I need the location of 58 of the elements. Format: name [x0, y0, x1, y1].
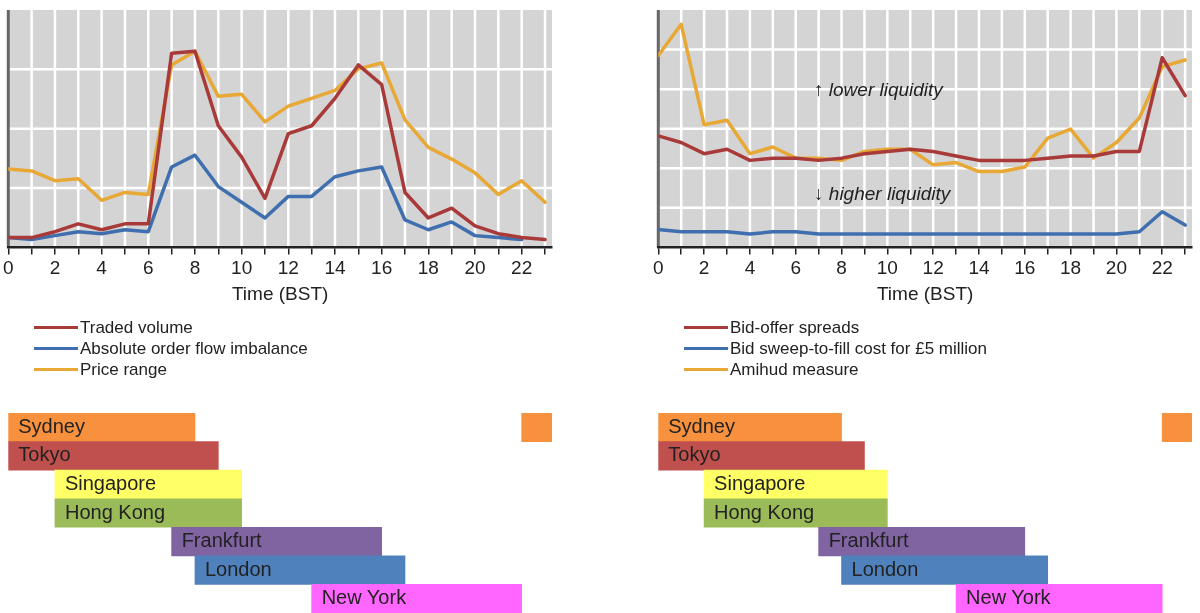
legend-label: Traded volume	[80, 317, 193, 338]
bar	[311, 584, 522, 613]
x-tick-label: 14	[968, 257, 990, 279]
bar	[818, 526, 1026, 557]
bar	[841, 555, 1049, 585]
y-tick-label: Singapore	[714, 471, 806, 494]
x-tick-label: 20	[464, 257, 486, 279]
y-tick-label: New York	[321, 586, 408, 609]
bar	[194, 555, 406, 585]
x-tick-label: 22	[1151, 257, 1173, 279]
annotation: ↓ higher liquidity	[814, 183, 952, 205]
x-tick-label: 6	[790, 257, 802, 279]
x-tick-label: 6	[143, 257, 154, 279]
x-tick-label: 4	[744, 257, 756, 279]
x-tick-label: 4	[96, 257, 108, 279]
legend-label: Bid sweep-to-fill cost for £5 million	[730, 338, 987, 359]
x-tick-label: 18	[417, 257, 439, 279]
legend-label: Amihud measure	[730, 359, 859, 380]
bar	[171, 526, 382, 557]
x-axis-title: Time (BST)	[231, 282, 329, 304]
x-tick-label: 12	[922, 257, 944, 279]
x-tick-label: 18	[1060, 257, 1082, 279]
legend-label: Bid-offer spreads	[730, 317, 860, 338]
x-tick-label: 8	[189, 257, 201, 279]
y-tick-label: Hong Kong	[714, 500, 815, 523]
x-tick-label: 10	[876, 257, 898, 279]
y-tick-label: Sydney	[668, 414, 735, 437]
y-tick-label: London	[204, 557, 272, 580]
x-tick-label: 10	[231, 257, 253, 279]
bar	[521, 413, 552, 442]
y-tick-label: Hong Kong	[64, 500, 166, 523]
y-tick-label: Frankfurt	[181, 529, 263, 552]
x-axis-title: Time (BST)	[876, 282, 974, 304]
y-tick-label: Singapore	[64, 471, 157, 494]
legend-label: Absolute order flow imbalance	[80, 338, 308, 359]
annotation: ↑ lower liquidity	[814, 79, 945, 100]
x-tick-label: 0	[2, 257, 14, 279]
x-tick-label: 16	[1014, 257, 1036, 279]
y-tick-label: Tokyo	[18, 443, 71, 466]
y-tick-label: Sydney	[18, 414, 85, 437]
y-tick-label: Tokyo	[668, 443, 721, 466]
x-tick-label: 14	[324, 257, 346, 279]
x-tick-label: 12	[277, 257, 299, 279]
y-tick-label: New York	[966, 586, 1052, 609]
x-tick-label: 2	[698, 257, 710, 279]
bar	[658, 441, 865, 471]
bar	[955, 584, 1163, 613]
bar	[8, 441, 219, 471]
x-tick-label: 16	[371, 257, 393, 279]
y-tick-label: London	[851, 557, 919, 580]
x-tick-label: 0	[652, 257, 664, 279]
x-tick-label: 20	[1105, 257, 1127, 279]
bar	[1161, 413, 1192, 442]
x-tick-label: 22	[511, 257, 533, 279]
x-tick-label: 2	[49, 257, 61, 279]
y-tick-label: Frankfurt	[828, 529, 910, 552]
x-tick-label: 8	[836, 257, 847, 279]
legend-label: Price range	[80, 359, 167, 380]
